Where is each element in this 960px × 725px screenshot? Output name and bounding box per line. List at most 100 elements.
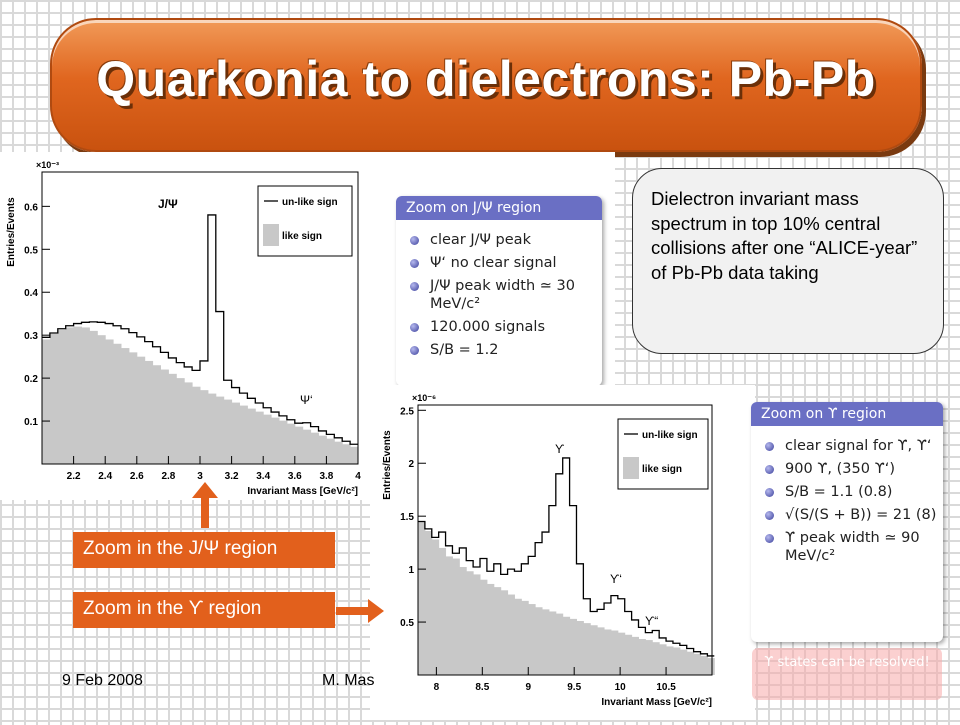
like-sign-bar [438, 547, 447, 675]
y-tick-label: 2.5 [400, 406, 414, 417]
like-sign-bar [65, 327, 75, 464]
like-sign-bar [247, 408, 256, 464]
up-arrow-icon [192, 482, 218, 528]
y-tick-label: 1.5 [400, 512, 414, 523]
like-sign-bar [318, 435, 327, 464]
page-title: Quarkonia to dielectrons: Pb-Pb [96, 51, 876, 107]
x-axis-label: Invariant Mass [GeV/c²] [601, 697, 712, 708]
like-sign-bar [528, 604, 536, 675]
like-sign-bar [535, 607, 543, 675]
y-tick-label: 0.4 [24, 288, 38, 299]
like-sign-bar [666, 646, 674, 675]
jpsi-zoom-item: 120.000 signals [408, 318, 596, 336]
like-sign-bar [136, 356, 146, 464]
y-tick-label: 0.6 [24, 202, 38, 213]
like-sign-bar [302, 429, 312, 464]
like-sign-bar [89, 330, 98, 464]
like-sign-bar [473, 574, 481, 675]
like-sign-bar [645, 640, 653, 675]
like-sign-bar [263, 414, 272, 464]
like-sign-bar [144, 360, 154, 464]
like-sign-bar [239, 405, 248, 464]
like-sign-bar [480, 579, 488, 675]
unlike-sign-line [418, 457, 715, 657]
y-exponent-label: ×10⁻³ [36, 160, 59, 170]
x-tick-label: 3.2 [225, 471, 239, 482]
like-sign-bar [610, 630, 619, 675]
upsilon-region-label: Zoom in the ϒ region [73, 592, 335, 628]
legend-unlike-label: un-like sign [282, 197, 338, 208]
x-tick-label: 3.6 [288, 471, 302, 482]
like-sign-bar [693, 653, 702, 675]
like-sign-bar [624, 634, 633, 675]
x-tick-label: 2.8 [161, 471, 175, 482]
like-sign-bar [200, 390, 209, 464]
like-sign-bar [192, 386, 201, 464]
y-axis-label: Entries/Events [6, 197, 17, 267]
x-tick-label: 10 [615, 682, 627, 693]
y-tick-label: 0.5 [400, 618, 414, 629]
like-sign-bar [686, 651, 695, 675]
like-sign-bar [700, 655, 708, 675]
like-sign-bar [597, 627, 605, 675]
like-sign-bar [160, 369, 169, 464]
x-tick-label: 9 [525, 682, 531, 693]
like-sign-bar [562, 616, 571, 675]
like-sign-bar [418, 521, 426, 675]
like-sign-bar [569, 618, 577, 675]
y-tick-label: 1 [408, 565, 414, 576]
like-sign-bar [459, 567, 467, 675]
y-tick-label: 0.2 [24, 374, 38, 385]
plot-frame [417, 404, 713, 676]
x-tick-label: 3.4 [256, 471, 270, 482]
like-sign-bar [49, 333, 59, 464]
jpsi-mass-chart: 0.1 0.2 0.3 0.4 0.5 0.6 2.2 2.4 2.6 2.8 3 3.2 3.4 3.6… [6, 160, 361, 497]
like-sign-bar [424, 531, 433, 675]
like-sign-bar [652, 642, 660, 675]
x-tick-label: 2.4 [98, 471, 112, 482]
legend-like-swatch [263, 224, 279, 246]
peak-annotation: ϒ‘ [610, 572, 622, 586]
x-axis-label: Invariant Mass [GeV/c²] [247, 486, 358, 497]
jpsi-region-label: Zoom in the J/Ψ region [73, 532, 335, 568]
like-sign-bar [431, 539, 440, 675]
like-sign-bar [310, 432, 319, 464]
like-sign-bar [507, 594, 515, 675]
jpsi-zoom-item: clear J/Ψ peak [408, 231, 596, 249]
like-sign-bar [42, 339, 51, 464]
like-sign-bar [521, 600, 529, 675]
x-tick-label: 4 [355, 471, 361, 482]
like-sign-bar [659, 644, 667, 675]
like-sign-bar [81, 327, 90, 464]
jpsi-zoom-item: J/Ψ peak width ≃ 30 MeV/c² [408, 277, 596, 313]
like-sign-bar [604, 629, 612, 675]
y-tick-label: 0.3 [24, 331, 38, 342]
like-sign-bar [583, 623, 591, 675]
like-sign-bar [631, 636, 639, 675]
like-sign-bar [466, 571, 474, 675]
upsilon-zoom-item: ϒ peak width ≃ 90 MeV/c² [763, 529, 937, 565]
upsilon-zoom-item: S/B = 1.1 (0.8) [763, 483, 937, 501]
like-sign-bar [223, 399, 233, 464]
upsilon-zoom-item: 900 ϒ, (350 ϒ‘) [763, 460, 937, 478]
x-tick-label: 2.2 [67, 471, 81, 482]
like-sign-bar [707, 658, 715, 675]
like-sign-bar [672, 647, 681, 675]
like-sign-bar [342, 444, 351, 464]
resolved-note: ϒ states can be resolved! [752, 648, 942, 700]
legend-like-swatch [623, 457, 639, 479]
x-tick-label: 2.6 [130, 471, 144, 482]
peak-annotation: Ψ‘ [300, 393, 313, 407]
peak-annotation: J/Ψ [158, 197, 178, 211]
legend-unlike-label: un-like sign [642, 430, 698, 441]
like-sign-bar [231, 402, 240, 464]
upsilon-zoom-box: Zoom on ϒ region clear signal for ϒ, ϒ‘ … [751, 402, 943, 642]
right-arrow-icon [336, 599, 384, 623]
legend-like-label: like sign [642, 464, 682, 475]
jpsi-zoom-item: Ψ‘ no clear signal [408, 254, 596, 272]
unlike-sign-line [42, 214, 358, 445]
like-sign-bar [184, 382, 193, 464]
footer-author: M. Mas [322, 672, 375, 689]
like-sign-bar [445, 556, 453, 675]
y-tick-label: 0.1 [24, 417, 38, 428]
